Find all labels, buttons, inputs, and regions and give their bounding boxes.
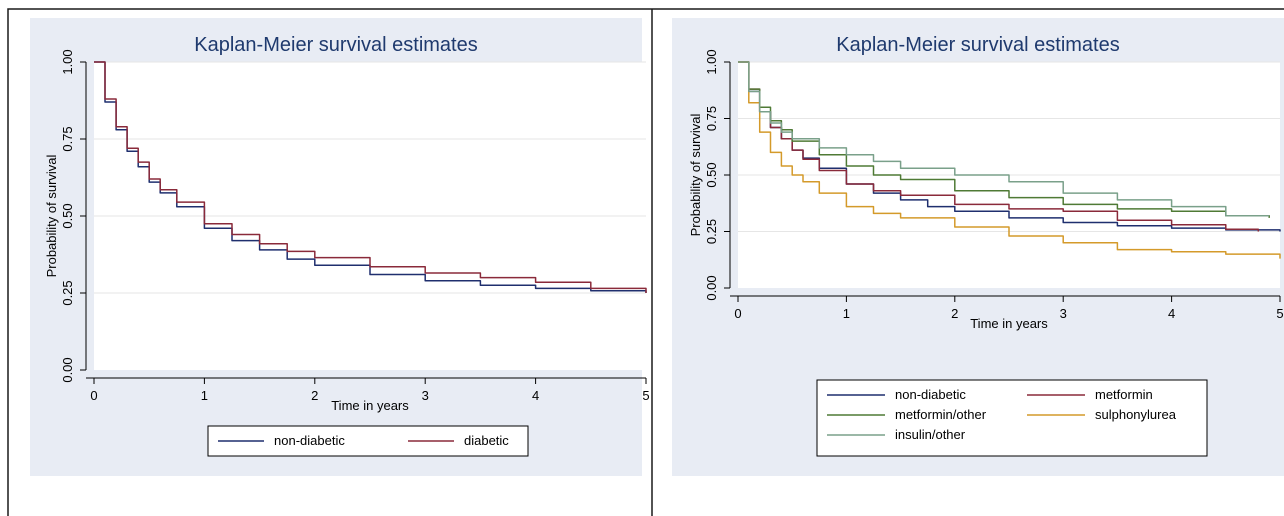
chart-title: Kaplan-Meier survival estimates: [194, 34, 477, 56]
y-tick-label: 1.00: [60, 49, 75, 74]
x-tick-label: 4: [532, 388, 539, 403]
y-tick-label: 1.00: [704, 49, 719, 74]
x-tick-label: 3: [1060, 306, 1067, 321]
x-axis-title: Time in years: [970, 316, 1048, 331]
x-tick-label: 3: [422, 388, 429, 403]
legend-label: non-diabetic: [895, 387, 966, 402]
x-tick-label: 1: [201, 388, 208, 403]
series-line-diabetic: [94, 61, 647, 293]
y-tick-label: 0.00: [704, 275, 719, 300]
legend-label: metformin: [1095, 387, 1153, 402]
x-tick-label: 2: [951, 306, 958, 321]
legend-label: metformin/other: [895, 407, 987, 422]
legend: [816, 379, 1208, 457]
right-km-panel: Kaplan-Meier survival estimates 0.00 0.25 0…: [672, 18, 1284, 476]
x-tick-label: 5: [642, 388, 649, 403]
x-tick-label: 0: [90, 388, 97, 403]
legend-label: non-diabetic: [274, 433, 345, 448]
legend-label: insulin/other: [895, 427, 966, 442]
chart-title: Kaplan-Meier survival estimates: [836, 34, 1119, 56]
series-line-insulin-other: [738, 61, 1270, 217]
figure-frame: [7, 8, 1284, 516]
y-axis-title: Probability of survival: [44, 154, 59, 277]
y-tick-label: 0.50: [704, 162, 719, 187]
series-line-non-diabetic: [94, 61, 647, 293]
y-tick-label: 0.00: [60, 357, 75, 382]
x-tick-label: 0: [734, 306, 741, 321]
x-tick-label: 5: [1276, 306, 1283, 321]
left-km-panel: Kaplan-Meier survival estimates 0.00 0.25 0…: [30, 18, 650, 476]
y-tick-label: 0.75: [60, 126, 75, 151]
series-line-sulphonylurea: [738, 61, 1281, 259]
x-tick-label: 4: [1168, 306, 1175, 321]
y-tick-label: 0.75: [704, 106, 719, 131]
y-tick-label: 0.25: [704, 219, 719, 244]
y-tick-label: 0.25: [60, 280, 75, 305]
x-tick-label: 1: [843, 306, 850, 321]
x-tick-label: 2: [311, 388, 318, 403]
y-tick-label: 0.50: [60, 203, 75, 228]
x-axis-title: Time in years: [331, 398, 409, 413]
y-axis-title: Probability of survival: [688, 113, 703, 236]
legend-label: diabetic: [464, 433, 509, 448]
legend-label: sulphonylurea: [1095, 407, 1177, 422]
